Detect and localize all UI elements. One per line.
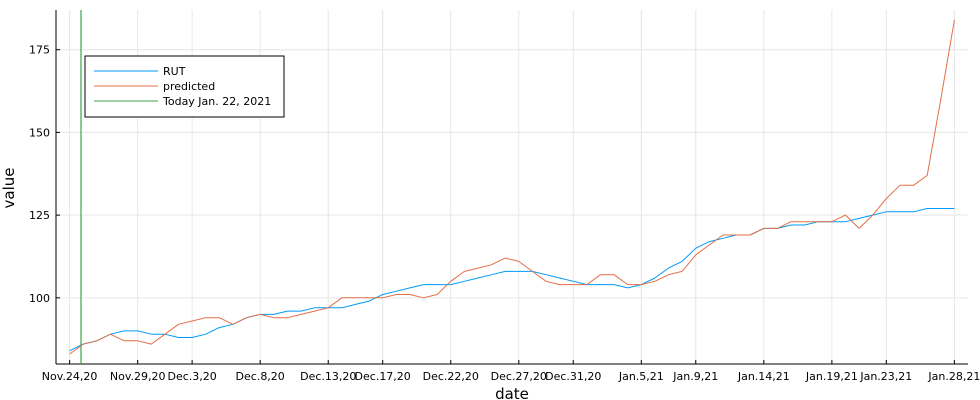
x-tick-label: Dec.27,20 <box>491 370 547 383</box>
x-axis-label: date <box>495 385 529 400</box>
y-tick-label: 175 <box>29 44 50 57</box>
x-tick-label: Jan.23,21 <box>859 370 912 383</box>
series-line-rut <box>69 208 955 352</box>
x-tick-label: Nov.24,20 <box>42 370 98 383</box>
legend-label-today: Today Jan. 22, 2021 <box>162 95 271 108</box>
grid <box>56 10 968 364</box>
y-tick-label: 125 <box>29 209 50 222</box>
x-tick-label: Dec.8,20 <box>236 370 285 383</box>
x-tick-label: Jan.9,21 <box>672 370 718 383</box>
x-tick-label: Dec.13,20 <box>300 370 356 383</box>
legend-label-predicted: predicted <box>163 80 215 93</box>
x-tick-label: Nov.29,20 <box>110 370 166 383</box>
legend: RUT predicted Today Jan. 22, 2021 <box>84 55 285 118</box>
y-tick-label: 150 <box>29 126 50 139</box>
series-lines <box>69 10 955 364</box>
x-tick-label: Jan.14,21 <box>737 370 790 383</box>
y-tick-label: 100 <box>29 292 50 305</box>
axes <box>55 10 968 365</box>
x-tick-label: Dec.31,20 <box>545 370 601 383</box>
series-line-predicted <box>69 19 955 355</box>
x-tick-label: Jan.28,21 <box>927 370 980 383</box>
x-tick-label: Dec.22,20 <box>423 370 479 383</box>
legend-label-rut: RUT <box>163 65 186 78</box>
x-tick-label: Jan.5,21 <box>618 370 664 383</box>
tick-labels: Nov.24,20 Nov.29,20 Dec.3,20 Dec.8,20 Dec.13… <box>29 44 980 383</box>
y-axis-label: value <box>0 168 18 209</box>
x-tick-label: Dec.3,20 <box>167 370 216 383</box>
x-tick-label: Jan.19,21 <box>805 370 858 383</box>
x-tick-label: Dec.17,20 <box>355 370 411 383</box>
